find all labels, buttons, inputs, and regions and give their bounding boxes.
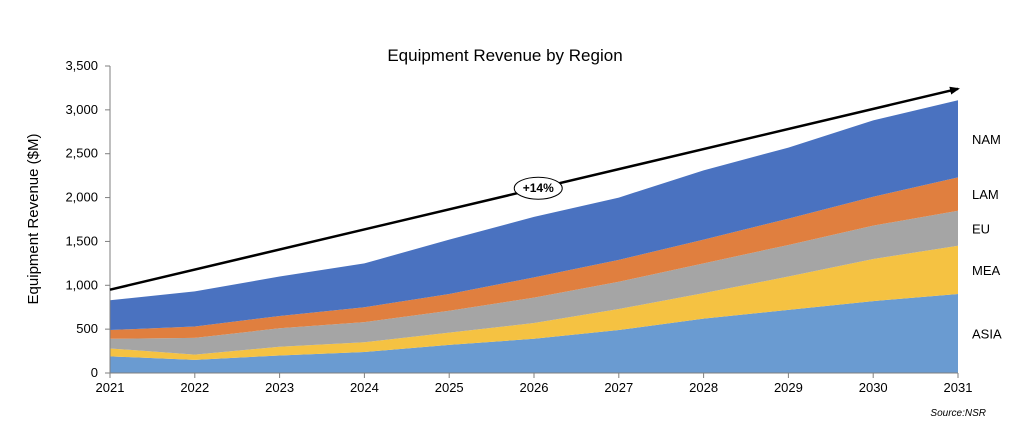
cagr-badge <box>513 176 563 200</box>
chart-title: Equipment Revenue by Region <box>387 46 622 65</box>
y-tick-label: 2,000 <box>65 190 98 205</box>
x-tick-label: 2030 <box>859 380 888 395</box>
growth-trend: +14% <box>109 86 960 291</box>
x-tick-label: 2021 <box>96 380 125 395</box>
region-labels: ASIA MEA EU LAM NAM <box>972 132 1002 342</box>
region-label-nam: NAM <box>972 132 1001 147</box>
cagr-label: +14% <box>523 181 554 195</box>
source-note: Source:NSR <box>930 408 986 419</box>
region-label-asia: ASIA <box>972 327 1002 342</box>
y-tick-label: 1,000 <box>65 277 98 292</box>
region-label-lam: LAM <box>972 187 999 202</box>
y-tick-label: 3,500 <box>65 58 98 73</box>
axes: 0 500 1,000 1,500 2,000 2,500 3,000 3,500 2021 20… <box>65 58 972 395</box>
x-tick-label: 2025 <box>435 380 464 395</box>
y-tick-label: 0 <box>91 365 98 380</box>
region-label-eu: EU <box>972 221 990 236</box>
area-asia <box>110 294 958 373</box>
y-tick-label: 1,500 <box>65 233 98 248</box>
x-tick-label: 2024 <box>350 380 379 395</box>
area-nam <box>110 100 958 331</box>
area-eu <box>110 210 958 355</box>
x-tick-label: 2031 <box>944 380 973 395</box>
x-tick-label: 2029 <box>774 380 803 395</box>
x-tick-label: 2022 <box>180 380 209 395</box>
x-tick-label: 2026 <box>520 380 549 395</box>
x-tick-label: 2028 <box>689 380 718 395</box>
x-tick-label: 2027 <box>604 380 633 395</box>
region-label-mea: MEA <box>972 263 1001 278</box>
y-tick-label: 3,000 <box>65 102 98 117</box>
area-mea <box>110 245 958 360</box>
y-tick-label: 500 <box>76 321 98 336</box>
y-tick-label: 2,500 <box>65 146 98 161</box>
area-layers <box>110 100 958 373</box>
y-axis-label: Equipment Revenue ($M) <box>25 134 42 305</box>
x-tick-label: 2023 <box>265 380 294 395</box>
